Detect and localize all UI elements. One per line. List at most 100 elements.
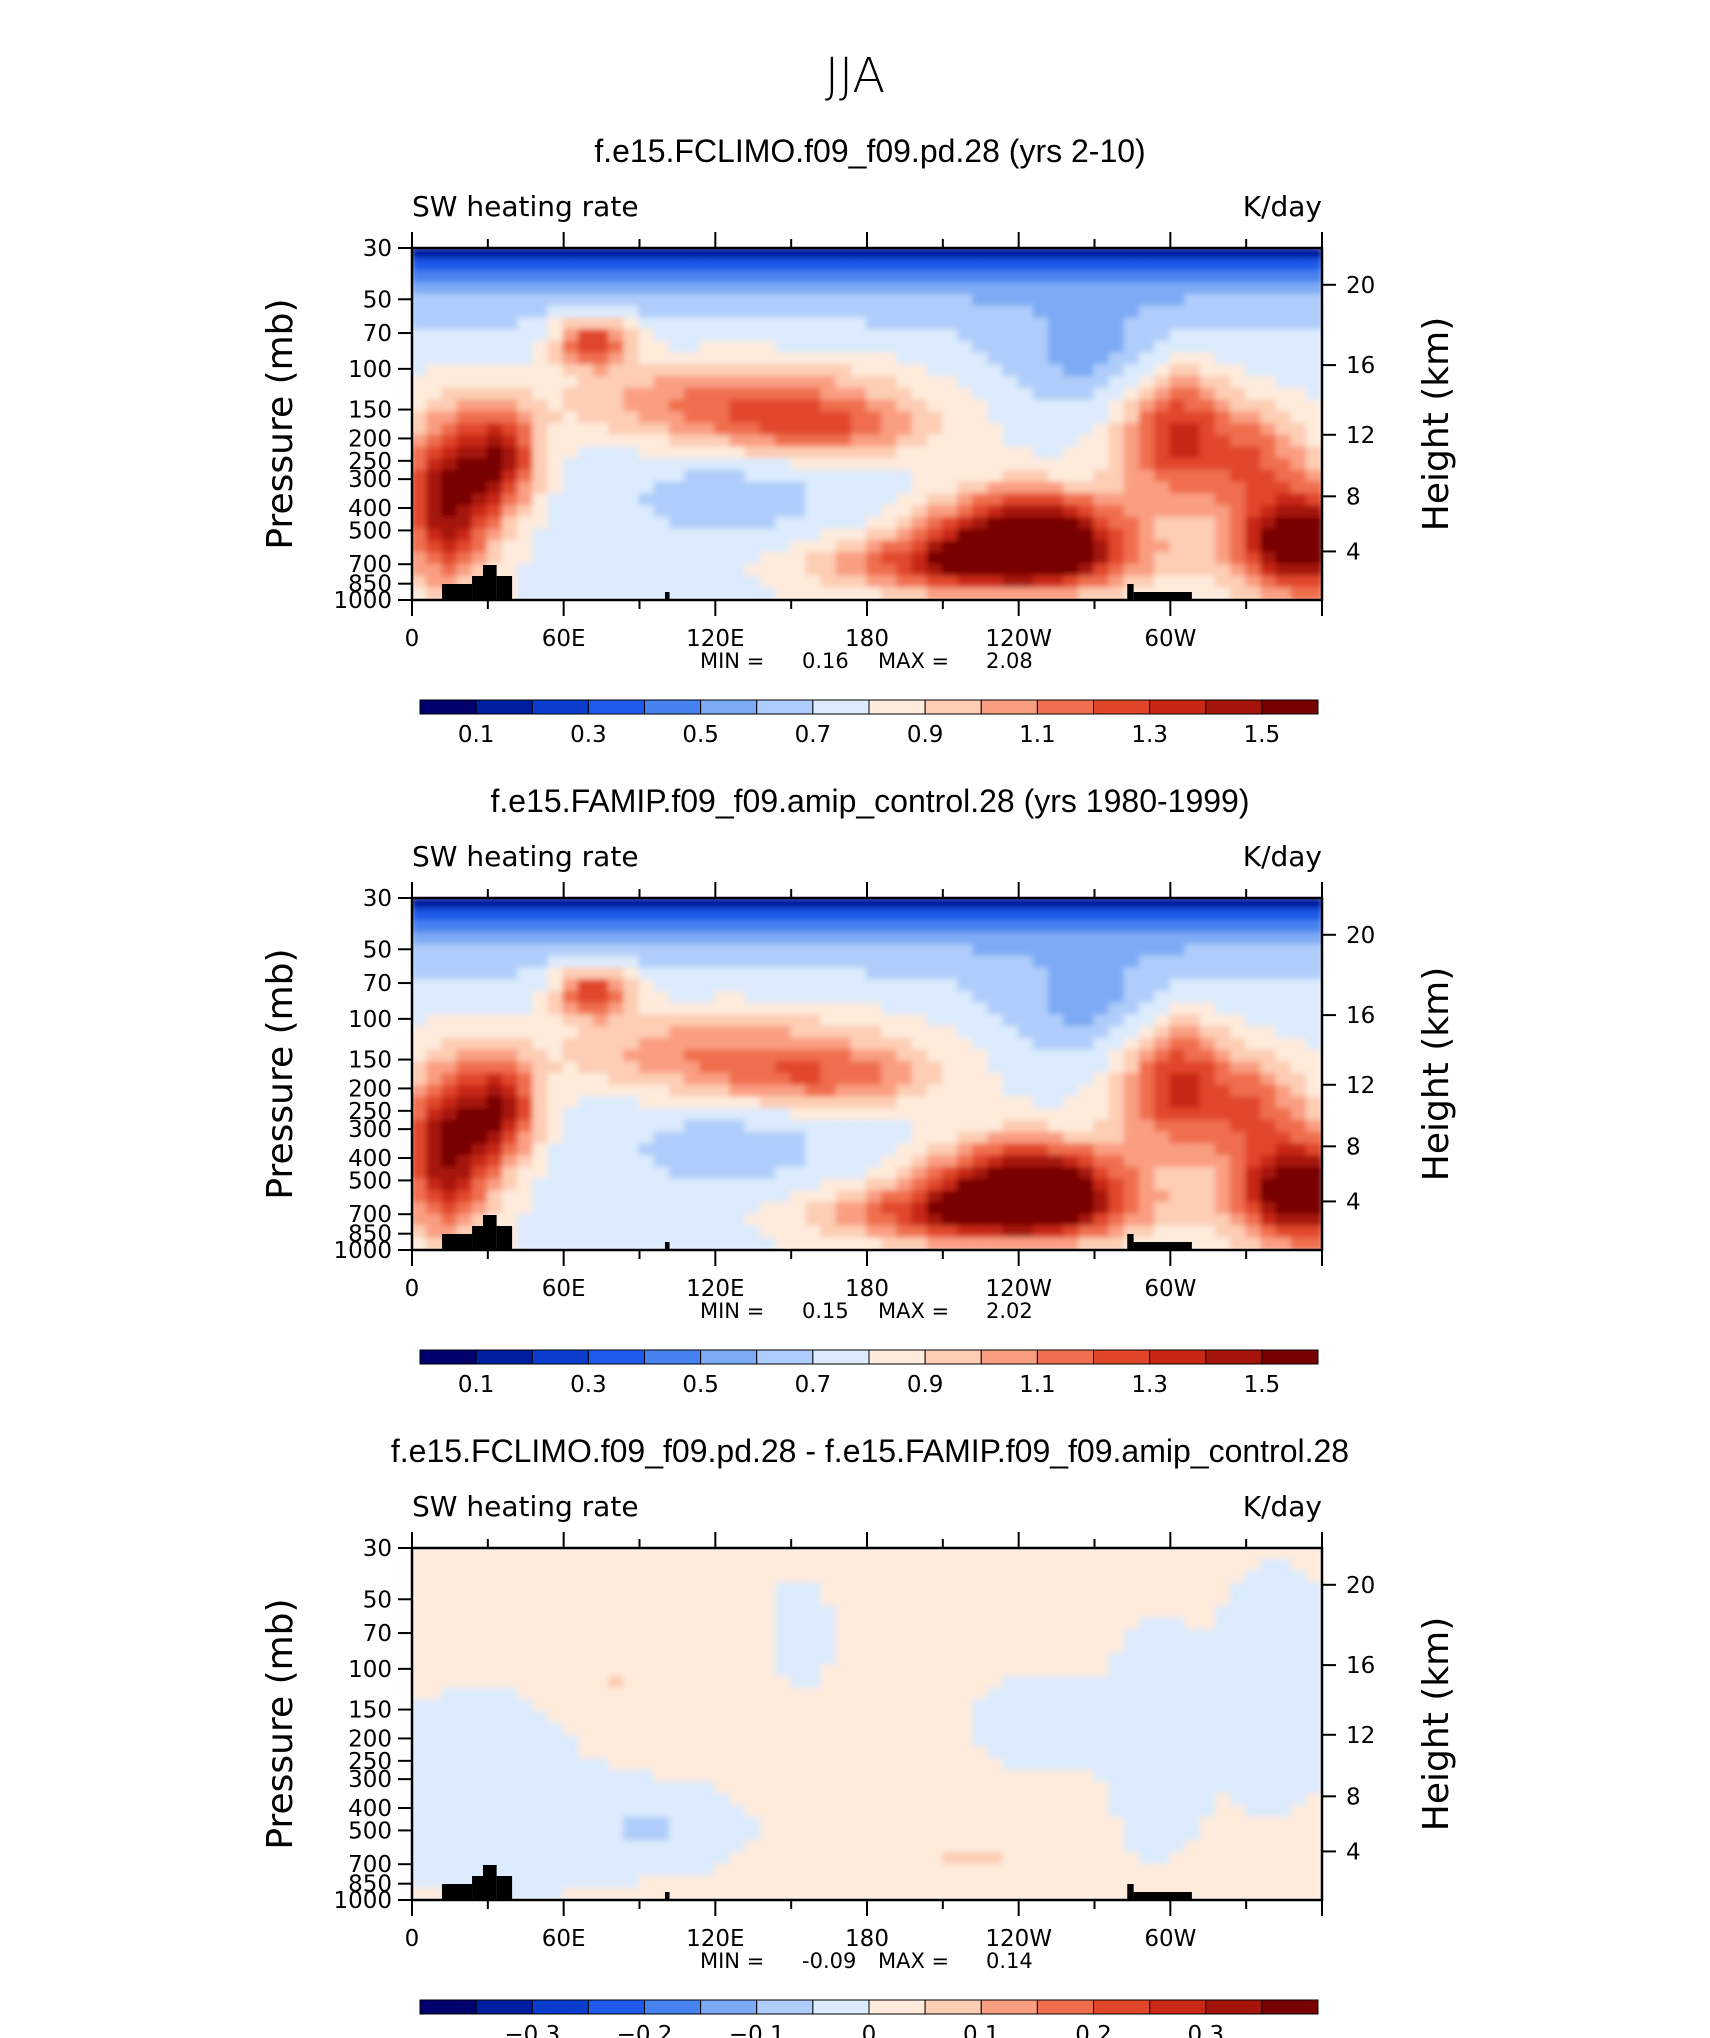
height-tick-label: 4 <box>1346 539 1361 565</box>
pressure-tick-label: 100 <box>348 1657 392 1683</box>
longitude-tick-label: 120E <box>686 626 744 652</box>
pressure-tick-label: 400 <box>348 496 392 522</box>
longitude-tick-label: 180 <box>845 1926 889 1952</box>
colorbar-swatch <box>1205 1349 1263 1365</box>
panel-title: f.e15.FCLIMO.f09_f09.pd.28 (yrs 2-10) <box>594 133 1145 169</box>
pressure-tick-label: 200 <box>348 1726 392 1752</box>
topography-mark <box>482 1215 497 1250</box>
colorbar-swatch <box>1261 1349 1319 1365</box>
pressure-tick-label: 1000 <box>333 1238 392 1264</box>
pressure-tick-label: 300 <box>348 1117 392 1143</box>
longitude-tick-label: 0 <box>405 1926 420 1952</box>
topography-mark <box>1133 1892 1192 1900</box>
pressure-tick-label: 200 <box>348 426 392 452</box>
min-value: -0.09 <box>802 1949 856 1973</box>
y-axis-right-title: Height (km) <box>1416 317 1457 531</box>
colorbar-label: 1.1 <box>1019 722 1056 748</box>
longitude-tick-label: 60E <box>542 626 586 652</box>
variable-label: SW heating rate <box>412 1490 639 1523</box>
pressure-tick-label: 50 <box>363 937 392 963</box>
longitude-tick-label: 120E <box>686 1926 744 1952</box>
panel-title: f.e15.FCLIMO.f09_f09.pd.28 - f.e15.FAMIP… <box>391 1433 1349 1469</box>
pressure-tick-label: 250 <box>348 449 392 475</box>
height-tick-label: 8 <box>1346 484 1361 510</box>
topography-mark <box>482 565 497 600</box>
min-value: 0.15 <box>802 1299 849 1323</box>
height-tick-label: 20 <box>1346 1573 1375 1599</box>
variable-label: SW heating rate <box>412 840 639 873</box>
colorbar-swatch <box>1036 1349 1094 1365</box>
pressure-tick-label: 50 <box>363 287 392 313</box>
y-axis-title: Pressure (mb) <box>260 298 301 549</box>
colorbar-label: 0.5 <box>682 722 719 748</box>
colorbar: 0.1 0.3 0.5 0.7 0.9 1.1 1.3 1.5 <box>419 699 1319 748</box>
longitude-tick-label: 120W <box>985 1276 1052 1302</box>
pressure-tick-label: 700 <box>348 552 392 578</box>
chart-panel-2: f.e15.FAMIP.f09_f09.amip_control.28 (yrs… <box>260 783 1457 1398</box>
colorbar-label: 1.5 <box>1244 1372 1281 1398</box>
colorbar-swatch <box>419 1999 477 2015</box>
colorbar-swatch <box>587 1999 645 2015</box>
colorbar-swatch <box>812 699 870 715</box>
min-label: MIN = <box>700 1949 764 1973</box>
pressure-tick-label: 70 <box>363 1621 392 1647</box>
pressure-tick-label: 400 <box>348 1796 392 1822</box>
height-tick-label: 16 <box>1346 353 1375 379</box>
height-tick-label: 8 <box>1346 1134 1361 1160</box>
longitude-tick-label: 120W <box>985 1926 1052 1952</box>
height-tick-label: 4 <box>1346 1839 1361 1865</box>
colorbar-swatch <box>700 699 758 715</box>
colorbar-label: 0.9 <box>907 1372 944 1398</box>
longitude-tick-label: 120W <box>985 626 1052 652</box>
height-tick-label: 12 <box>1346 1723 1375 1749</box>
colorbar-swatch <box>924 699 982 715</box>
topography-mark <box>442 584 473 600</box>
min-label: MIN = <box>700 649 764 673</box>
colorbar: 0.1 0.3 0.5 0.7 0.9 1.1 1.3 1.5 <box>419 1349 1319 1398</box>
colorbar-swatch <box>1036 1999 1094 2015</box>
colorbar-label: −0.2 <box>617 2022 673 2038</box>
colorbar-swatch <box>756 1999 814 2015</box>
topography-mark <box>496 576 513 600</box>
longitude-tick-label: 60W <box>1144 1276 1196 1302</box>
pressure-tick-label: 30 <box>363 886 392 912</box>
pressure-tick-label: 30 <box>363 1536 392 1562</box>
colorbar-swatch <box>419 1349 477 1365</box>
colorbar-swatch <box>756 699 814 715</box>
topography-mark <box>472 1226 483 1250</box>
colorbar-swatch <box>531 1349 589 1365</box>
pressure-tick-label: 850 <box>348 1872 392 1898</box>
longitude-tick-label: 120E <box>686 1276 744 1302</box>
units-label: K/day <box>1243 840 1322 873</box>
min-value: 0.16 <box>802 649 849 673</box>
longitude-tick-label: 180 <box>845 626 889 652</box>
colorbar-swatch <box>1093 699 1151 715</box>
colorbar-label: 0.1 <box>458 722 495 748</box>
topography-mark <box>496 1876 513 1900</box>
height-tick-label: 12 <box>1346 423 1375 449</box>
longitude-tick-label: 60E <box>542 1276 586 1302</box>
longitude-tick-label: 60E <box>542 1926 586 1952</box>
variable-label: SW heating rate <box>412 190 639 223</box>
height-tick-label: 16 <box>1346 1003 1375 1029</box>
colorbar-swatch <box>1093 1349 1151 1365</box>
colorbar-label: 0.2 <box>1075 2022 1112 2038</box>
figure-title: JJA <box>825 48 885 104</box>
colorbar-label: 0.1 <box>458 1372 495 1398</box>
y-axis-right-title: Height (km) <box>1416 967 1457 1181</box>
pressure-tick-label: 150 <box>348 398 392 424</box>
topography-mark <box>1133 592 1192 600</box>
colorbar-label: −0.1 <box>729 2022 785 2038</box>
colorbar-swatch <box>868 1349 926 1365</box>
colorbar-label: 0.9 <box>907 722 944 748</box>
height-tick-label: 16 <box>1346 1653 1375 1679</box>
min-label: MIN = <box>700 1299 764 1323</box>
pressure-tick-label: 150 <box>348 1048 392 1074</box>
topography-mark <box>1127 584 1134 600</box>
pressure-tick-label: 500 <box>348 518 392 544</box>
pressure-tick-label: 100 <box>348 1007 392 1033</box>
colorbar-label: 0 <box>862 2022 877 2038</box>
colorbar-swatch <box>1205 1999 1263 2015</box>
max-label: MAX = <box>878 649 949 673</box>
colorbar-swatch <box>1149 699 1207 715</box>
